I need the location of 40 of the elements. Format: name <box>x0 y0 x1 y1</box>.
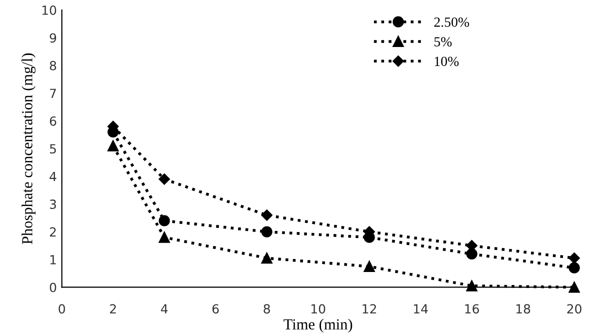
y-tick-label: 4 <box>50 172 56 182</box>
x-tick-label: 14 <box>414 304 428 314</box>
point <box>568 252 580 264</box>
x-tick-label: 2 <box>110 304 116 314</box>
y-tick-label: 6 <box>50 116 56 126</box>
point <box>108 140 119 152</box>
point <box>568 262 580 274</box>
point <box>466 248 478 260</box>
point <box>261 226 272 238</box>
x-tick-label: 16 <box>465 304 479 314</box>
x-tick-label: 0 <box>58 304 65 314</box>
point <box>364 260 375 272</box>
y-axis-title: Phosphate concentration (mg/l) <box>22 53 36 244</box>
y-tick-label: 7 <box>50 88 56 98</box>
point <box>158 174 170 185</box>
point <box>261 252 272 264</box>
y-tick-label: 8 <box>50 60 56 70</box>
point <box>466 280 478 292</box>
point <box>158 232 170 243</box>
y-tick-label: 1 <box>50 255 56 264</box>
legend-label: 5% <box>434 37 452 47</box>
y-tick-label: 5 <box>50 144 56 154</box>
x-tick-label: 8 <box>264 304 270 314</box>
y-tick-label: 3 <box>50 200 56 209</box>
point <box>568 282 580 293</box>
x-axis-title: Time (min) <box>284 318 352 333</box>
x-tick-label: 4 <box>160 304 168 314</box>
legend-label: 10% <box>434 56 459 66</box>
y-tick-label: 0 <box>50 282 56 292</box>
y-tick-label: 9 <box>50 33 56 43</box>
x-tick-label: 10 <box>311 304 326 314</box>
point <box>261 210 272 221</box>
x-tick-label: 20 <box>567 304 582 314</box>
legend-label: 2.50% <box>434 17 470 27</box>
point <box>158 215 170 226</box>
x-tick-label: 6 <box>212 304 219 314</box>
y-tick-label: 10 <box>42 5 56 15</box>
x-tick-label: 12 <box>362 304 376 314</box>
x-tick-label: 18 <box>516 304 530 314</box>
y-tick-label: 2 <box>50 227 56 237</box>
